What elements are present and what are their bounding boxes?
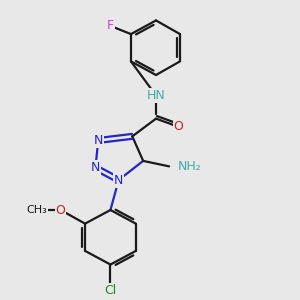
Text: N: N <box>91 161 100 174</box>
Text: O: O <box>174 120 184 133</box>
Text: NH₂: NH₂ <box>177 160 201 173</box>
Text: Cl: Cl <box>104 284 117 297</box>
Text: N: N <box>114 173 123 187</box>
Text: HN: HN <box>147 89 165 102</box>
Text: CH₃: CH₃ <box>26 205 47 215</box>
Text: O: O <box>56 203 65 217</box>
Text: F: F <box>107 20 114 32</box>
Text: N: N <box>94 134 103 147</box>
